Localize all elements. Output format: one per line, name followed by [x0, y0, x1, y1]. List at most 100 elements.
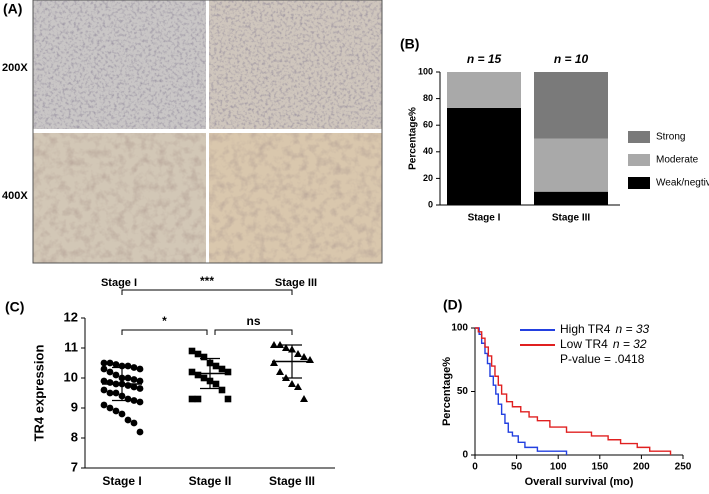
- y-tick-label: 40: [423, 146, 433, 156]
- p-value: P-value = .0418: [560, 352, 645, 366]
- y-tick-label: 8: [71, 429, 78, 444]
- dot: [188, 368, 196, 376]
- micrograph-texture: [209, 0, 382, 129]
- legend-annotation: n = 32: [613, 337, 647, 351]
- row-label: 200X: [2, 62, 28, 74]
- row-label: 400X: [2, 190, 28, 202]
- dot: [130, 419, 138, 427]
- legend-label: Low TR4: [560, 337, 608, 351]
- dot: [194, 350, 202, 358]
- panel-label: (D): [443, 297, 462, 313]
- dot: [218, 386, 226, 394]
- significance-label: ***: [200, 274, 214, 288]
- y-tick-label: 0: [428, 199, 433, 209]
- significance-label: *: [162, 314, 167, 328]
- significance-label: ns: [246, 314, 260, 328]
- significance-bracket: [121, 289, 293, 295]
- x-axis-label: Overall survival (mo): [525, 476, 634, 488]
- bar-segment: [534, 72, 608, 139]
- dot: [130, 383, 138, 391]
- y-tick-label: 60: [423, 120, 433, 130]
- dot: [100, 377, 108, 385]
- dot: [112, 407, 120, 415]
- y-tick-label: 100: [418, 66, 433, 76]
- x-tick-label: 100: [550, 462, 567, 473]
- dot: [136, 377, 144, 385]
- panel-label: (A): [3, 1, 22, 17]
- dot: [106, 404, 114, 412]
- y-tick-label: 11: [64, 339, 78, 354]
- x-tick-label: 150: [591, 462, 608, 473]
- x-tick-label: Stage III: [269, 474, 315, 488]
- legend-swatch: [628, 177, 650, 189]
- y-axis-label: TR4 expression: [31, 345, 46, 442]
- dot: [106, 359, 114, 367]
- y-tick-label: 7: [71, 459, 78, 474]
- dot: [100, 365, 108, 373]
- dot: [130, 397, 138, 404]
- micrograph-frame: [32, 0, 383, 264]
- dot: [212, 362, 220, 370]
- dot: [118, 410, 126, 418]
- y-axis-label: Percentage%: [408, 107, 419, 170]
- x-tick-label: 200: [633, 462, 650, 473]
- legend-swatch: [628, 131, 650, 143]
- x-tick-label: 50: [511, 462, 523, 473]
- legend-annotation: n = 33: [615, 322, 649, 336]
- column-label: Stage III: [275, 277, 317, 289]
- dot: [130, 364, 138, 371]
- y-tick-label: 12: [64, 309, 78, 324]
- dot: [282, 344, 290, 351]
- micrograph-texture: [33, 0, 206, 129]
- dot: [294, 350, 302, 357]
- y-tick-label: 80: [423, 93, 433, 103]
- legend-swatch: [628, 154, 650, 166]
- dot: [124, 416, 132, 424]
- dot: [294, 383, 302, 390]
- panel-label: (B): [400, 36, 419, 52]
- error-bar: [112, 366, 132, 402]
- dot: [188, 395, 196, 403]
- dot: [106, 389, 114, 397]
- dot: [124, 382, 132, 389]
- dot: [194, 395, 202, 403]
- x-tick-label: 0: [472, 462, 478, 473]
- dot: [136, 385, 144, 392]
- legend-label: Moderate: [656, 155, 699, 166]
- dot: [106, 379, 114, 386]
- error-bar: [282, 344, 302, 379]
- dot: [270, 341, 278, 348]
- dot: [106, 368, 114, 376]
- y-axis-label: Percentage%: [441, 357, 453, 426]
- x-tick-label: 250: [675, 462, 692, 473]
- dot: [112, 361, 120, 368]
- survival-curve: [475, 327, 672, 455]
- dot: [136, 365, 144, 373]
- bar-segment: [534, 191, 608, 205]
- panel-label: (C): [5, 299, 24, 315]
- y-tick-label: 20: [423, 173, 433, 183]
- micrograph-texture: [209, 133, 382, 263]
- x-tick-label: Stage III: [552, 213, 591, 224]
- dot: [224, 395, 232, 403]
- x-tick-label: Stage I: [468, 213, 501, 224]
- dot: [100, 401, 108, 409]
- dot: [200, 374, 208, 382]
- y-tick-label: 50: [457, 386, 469, 397]
- dot: [276, 341, 284, 348]
- dot: [194, 371, 202, 379]
- bar-segment: [534, 138, 608, 192]
- dot: [188, 347, 196, 355]
- dot: [300, 353, 308, 360]
- significance-bracket: [121, 329, 208, 335]
- dot: [124, 374, 132, 382]
- dot: [300, 395, 308, 402]
- y-tick-label: 0: [462, 450, 468, 461]
- legend-label: Weak/negtive: [656, 178, 709, 189]
- dot: [276, 368, 284, 375]
- y-tick-label: 10: [64, 369, 78, 384]
- dot: [100, 359, 108, 367]
- annotation: n = 10: [554, 52, 589, 66]
- significance-bracket: [214, 329, 293, 335]
